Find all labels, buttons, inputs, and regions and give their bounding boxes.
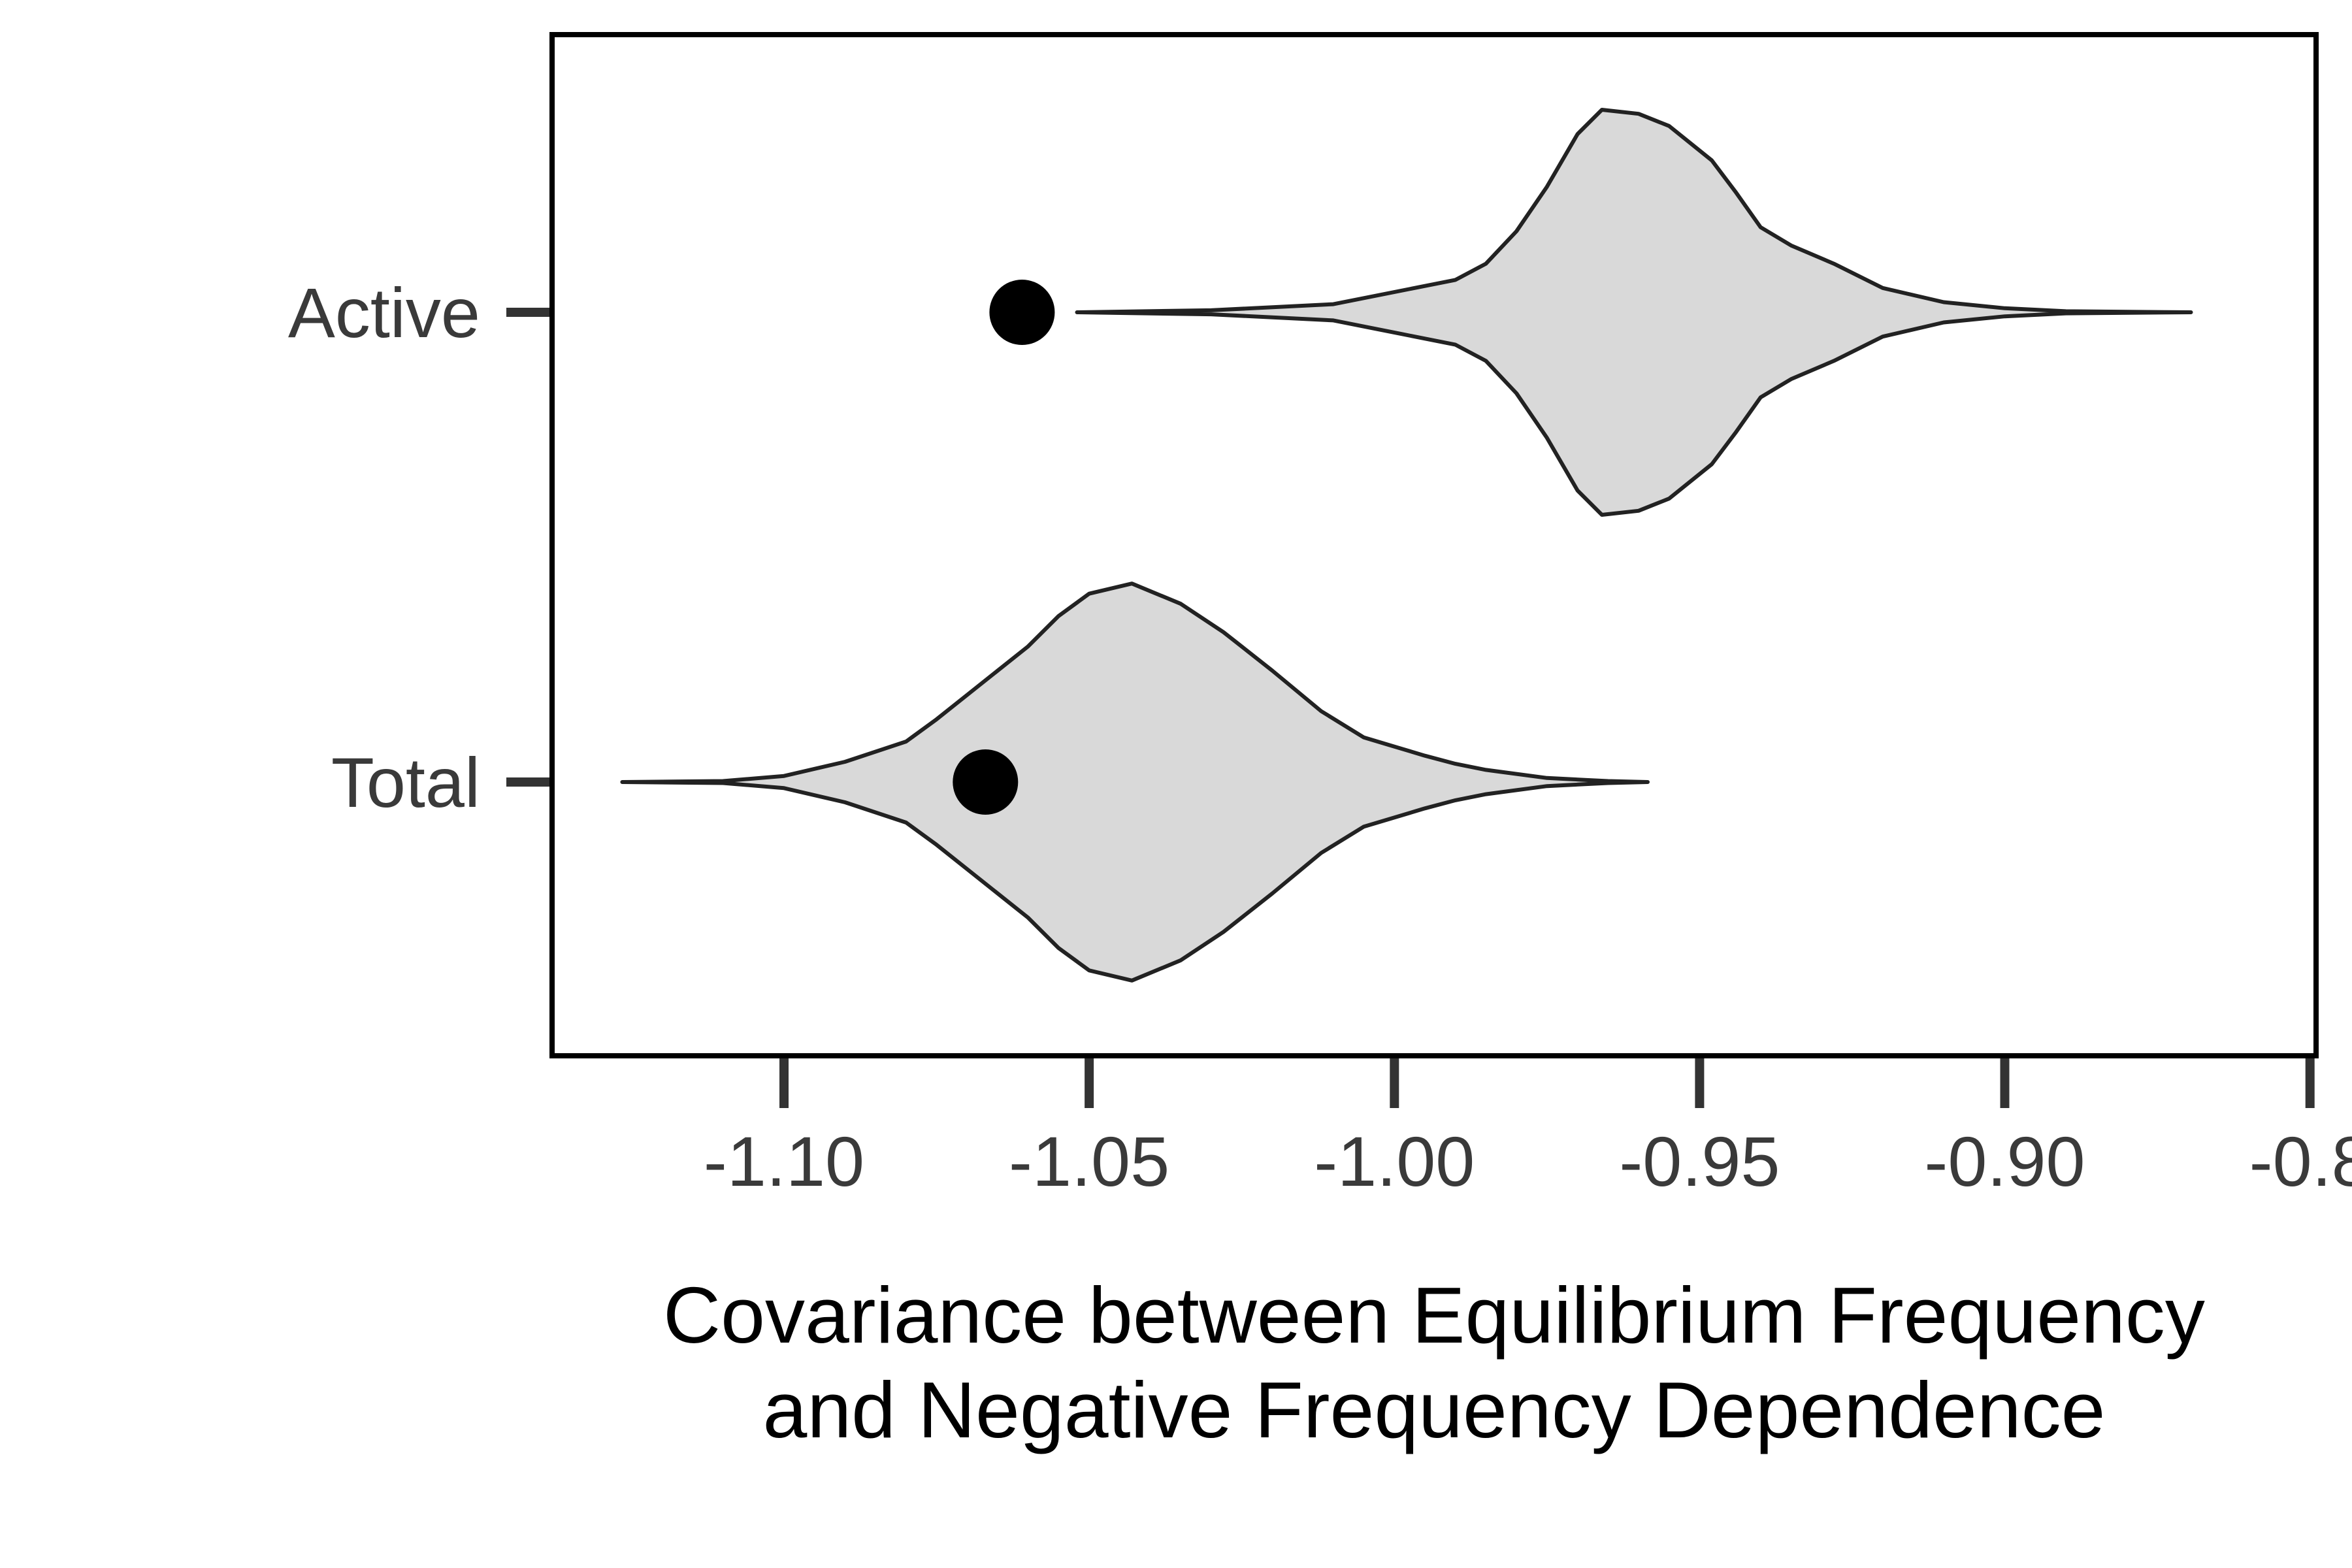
observed-point-total <box>953 749 1019 815</box>
plot-frame <box>549 32 2319 1058</box>
violins-layer <box>620 108 2193 983</box>
category-label-active: Active <box>288 273 480 352</box>
x-tick-label: -1.05 <box>1009 1122 1169 1201</box>
x-tick-label: -0.8 <box>2249 1122 2352 1201</box>
x-axis-title-line-1: Covariance between Equilibrium Frequency <box>663 1271 2205 1360</box>
x-tick-label: -1.00 <box>1314 1122 1475 1201</box>
x-axis-title-line-2: and Negative Frequency Dependence <box>762 1365 2105 1454</box>
violin-total <box>620 581 1650 983</box>
violin-active <box>1075 108 2193 517</box>
category-label-total: Total <box>331 743 480 822</box>
observed-point-active <box>989 280 1055 345</box>
x-tick-label: -0.90 <box>1924 1122 2085 1201</box>
x-tick-label: -0.95 <box>1619 1122 1780 1201</box>
y-axis: Active Total <box>288 273 549 822</box>
x-axis: -1.10 -1.05 -1.00 -0.95 -0.90 -0.8 <box>704 1058 2352 1201</box>
x-tick-label: -1.10 <box>704 1122 864 1201</box>
